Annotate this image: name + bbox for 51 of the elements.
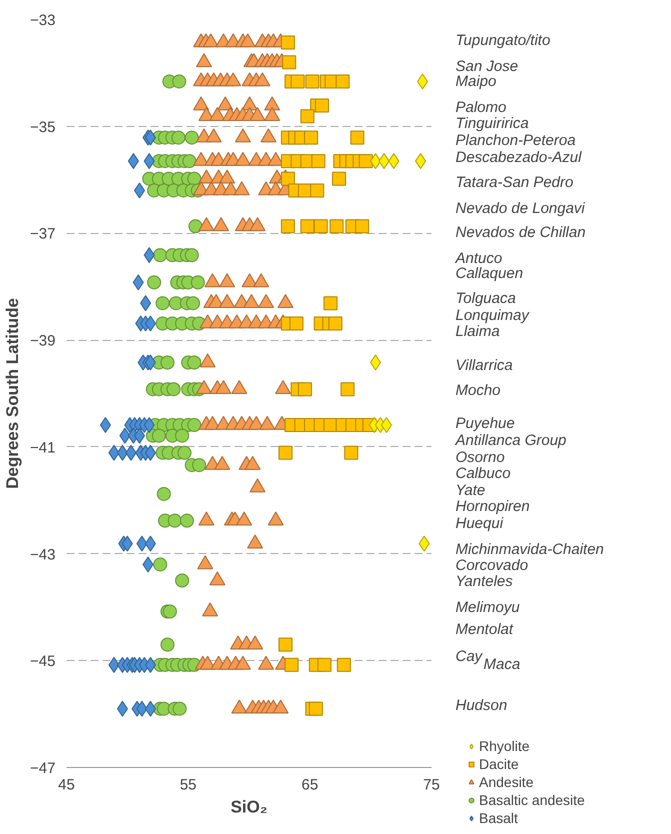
y-tick-label: −41 [30, 439, 56, 456]
text: Antillanca Group [454, 432, 566, 449]
text: Antuco [454, 250, 502, 267]
x-tick-label: 75 [423, 776, 440, 794]
legend-label: Andesite [479, 773, 534, 791]
text: Lonquimay [456, 307, 530, 324]
text: Calbuco [456, 465, 511, 482]
legend-label: Basaltic andesite [479, 791, 585, 809]
y-tick-label: −43 [30, 546, 56, 564]
text: Planchon-Peteroa [456, 132, 576, 149]
text: Maca [484, 656, 520, 673]
text: Puyehue [456, 415, 515, 432]
text: Hudson [456, 697, 508, 714]
text: Maipo [456, 73, 496, 90]
legend-label: Dacite [479, 755, 519, 773]
y-tick-label: −45 [30, 653, 56, 670]
text: Michinmavida-Chaiten [456, 541, 604, 558]
text: Huequi [456, 515, 504, 532]
text: Yate [456, 482, 486, 499]
y-tick-label: −37 [30, 226, 56, 243]
x-tick-label: 55 [180, 776, 197, 794]
text: Tupungato/tito [456, 32, 550, 49]
y-axis-title: Degrees South Latitude [3, 298, 22, 489]
y-tick-label: −39 [30, 332, 56, 350]
text: Corcovado [456, 557, 528, 574]
y-tick-label: −33 [30, 12, 56, 29]
text: Villarrica [456, 357, 513, 374]
text: Palomo [456, 99, 506, 116]
text: Melimoyu [456, 599, 520, 616]
legend-label: Basalt [479, 809, 518, 827]
x-tick-label: 65 [301, 776, 318, 794]
text: Tolguaca [456, 290, 516, 307]
text: Osorno [456, 449, 505, 466]
x-tick-label: 45 [58, 776, 75, 794]
legend-label: Rhyolite [479, 737, 530, 755]
text: Cay [456, 648, 484, 665]
text: San Jose [456, 58, 518, 75]
text: Nevados de Chillan [456, 224, 586, 241]
text: Mocho [456, 382, 501, 399]
text: Nevado de Longavi [456, 200, 586, 217]
x-axis-title: SiO₂ [230, 798, 268, 816]
text: Tinguiririca [456, 115, 529, 132]
y-tick-label: −35 [30, 118, 56, 136]
text: Callaquen [456, 265, 524, 282]
y-tick-label: −47 [30, 760, 56, 777]
text: Hornopiren [456, 498, 530, 515]
text: Descabezado-Azul [456, 149, 582, 166]
text: Tatara-San Pedro [456, 174, 574, 191]
text: Yanteles [456, 573, 514, 590]
text: Mentolat [456, 621, 514, 638]
text: Llaima [456, 323, 500, 340]
